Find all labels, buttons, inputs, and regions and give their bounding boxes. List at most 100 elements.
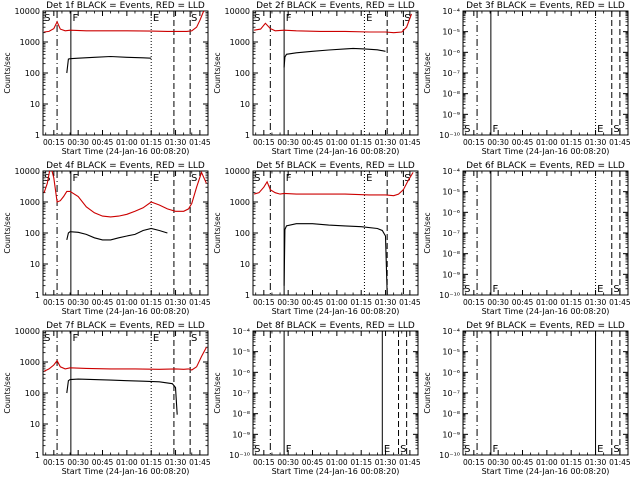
x-tick-label: 00:30 — [67, 458, 89, 467]
x-axis-label: Start Time (24-Jan-16 00:08:20) — [62, 307, 190, 316]
y-tick-label: 10⁻¹⁰ — [439, 451, 460, 460]
x-tick-label: 01:15 — [350, 138, 372, 147]
y-tick-label: 1 — [35, 131, 40, 140]
y-tick-label: 10⁻⁵ — [232, 348, 250, 357]
x-tick-label: 01:45 — [399, 138, 421, 147]
y-axis-label: Counts/sec — [213, 372, 222, 413]
y-tick-label: 10⁻⁹ — [442, 270, 460, 279]
y-tick-label: 10⁻⁵ — [442, 348, 460, 357]
marker-label: S — [464, 444, 470, 455]
x-tick-label: 01:30 — [375, 298, 397, 307]
x-tick-label: 01:15 — [560, 458, 582, 467]
marker-label: S — [191, 13, 197, 24]
y-axis-label: Counts/sec — [3, 372, 12, 413]
y-tick-label: 10000 — [225, 167, 250, 176]
marker-label: F — [286, 13, 292, 24]
y-tick-label: 10000 — [225, 7, 250, 16]
series-line-lld — [43, 171, 207, 218]
x-tick-label: 01:30 — [585, 298, 607, 307]
x-tick-label: 01:15 — [560, 298, 582, 307]
x-tick-label: 00:45 — [512, 298, 534, 307]
y-tick-label: 10⁻⁷ — [232, 389, 250, 398]
x-tick-label: 01:15 — [350, 458, 372, 467]
x-tick-label: 00:30 — [487, 138, 509, 147]
x-tick-label: 01:00 — [326, 298, 348, 307]
marker-label: S — [400, 444, 406, 455]
y-tick-label: 10⁻⁸ — [442, 250, 460, 259]
y-tick-label: 10 — [30, 420, 40, 429]
y-tick-label: 1000 — [230, 198, 250, 207]
chart-title: Det 8f BLACK = Events, RED = LLD — [256, 321, 415, 331]
chart-panel-7: Det 7f BLACK = Events, RED = LLD 1 10 100 10… — [3, 321, 211, 476]
x-tick-label: 01:45 — [399, 458, 421, 467]
y-tick-label: 10⁻⁷ — [442, 69, 460, 78]
y-tick-label: 1 — [35, 451, 40, 460]
marker-label: E — [597, 444, 603, 455]
y-tick-label: 10⁻¹⁰ — [439, 291, 460, 300]
plot-frame — [462, 330, 629, 456]
marker-label: S — [404, 13, 410, 24]
marker-label: S — [191, 333, 197, 344]
x-tick-label: 01:00 — [326, 138, 348, 147]
series-line-events — [66, 227, 168, 241]
x-tick-label: 01:15 — [140, 138, 162, 147]
marker-label: S — [464, 284, 470, 295]
y-axis-label: Counts/sec — [3, 52, 12, 93]
chart-title: Det 9f BLACK = Events, RED = LLD — [466, 321, 625, 331]
marker-label: S — [613, 124, 619, 135]
marker-label: S — [254, 444, 260, 455]
x-tick-label: 01:30 — [375, 458, 397, 467]
y-tick-label: 100 — [25, 389, 40, 398]
series-line-lld — [44, 11, 205, 33]
chart-panel-3: Det 3f BLACK = Events, RED = LLD 10⁻¹⁰ 10⁻… — [423, 1, 631, 156]
marker-label: F — [492, 284, 498, 295]
marker-label: E — [597, 124, 603, 135]
chart-panel-6: Det 6f BLACK = Events, RED = LLD 10⁻¹⁰ 10⁻… — [423, 161, 631, 316]
marker-label: S — [44, 173, 50, 184]
marker-label: S — [254, 13, 260, 24]
series-line-lld — [254, 13, 413, 34]
x-tick-label: 01:15 — [560, 138, 582, 147]
chart-panel-2: Det 2f BLACK = Events, RED = LLD 1 10 100 10… — [213, 1, 421, 156]
x-tick-label: 01:30 — [165, 458, 187, 467]
x-tick-label: 00:45 — [92, 298, 114, 307]
x-axis-label: Start Time (24-Jan-16 00:08:20) — [482, 307, 610, 316]
y-tick-label: 10⁻⁶ — [442, 368, 460, 377]
plot-frame — [252, 10, 419, 136]
x-tick-label: 01:45 — [399, 298, 421, 307]
y-tick-label: 10 — [30, 260, 40, 269]
y-tick-label: 1 — [245, 291, 250, 300]
marker-label: F — [72, 173, 78, 184]
y-tick-label: 10⁻⁴ — [442, 327, 460, 336]
chart-title: Det 7f BLACK = Events, RED = LLD — [46, 321, 205, 331]
marker-label: S — [613, 284, 619, 295]
chart-panel-4: Det 4f BLACK = Events, RED = LLD 1 10 100 10… — [3, 161, 211, 316]
y-tick-label: 10000 — [15, 7, 40, 16]
x-tick-label: 00:45 — [302, 298, 324, 307]
y-axis-label: Counts/sec — [423, 52, 432, 93]
y-tick-label: 1000 — [20, 198, 40, 207]
x-tick-label: 00:15 — [43, 458, 65, 467]
marker-label: F — [286, 444, 292, 455]
x-tick-label: 00:15 — [253, 458, 275, 467]
x-tick-label: 01:45 — [189, 458, 211, 467]
x-tick-label: 00:45 — [512, 138, 534, 147]
marker-label: S — [44, 333, 50, 344]
y-tick-label: 100 — [25, 69, 40, 78]
x-tick-label: 01:45 — [189, 298, 211, 307]
y-tick-label: 100 — [25, 229, 40, 238]
marker-label: S — [464, 124, 470, 135]
x-tick-label: 00:30 — [67, 138, 89, 147]
x-tick-label: 00:15 — [253, 138, 275, 147]
x-tick-label: 01:30 — [165, 138, 187, 147]
y-tick-label: 10 — [240, 100, 250, 109]
marker-label: S — [613, 444, 619, 455]
x-tick-label: 01:00 — [536, 458, 558, 467]
x-tick-label: 01:00 — [326, 458, 348, 467]
x-tick-label: 00:15 — [463, 138, 485, 147]
y-axis-label: Counts/sec — [423, 372, 432, 413]
y-tick-label: 10⁻⁷ — [442, 389, 460, 398]
marker-label: E — [384, 444, 390, 455]
x-tick-label: 01:30 — [375, 138, 397, 147]
